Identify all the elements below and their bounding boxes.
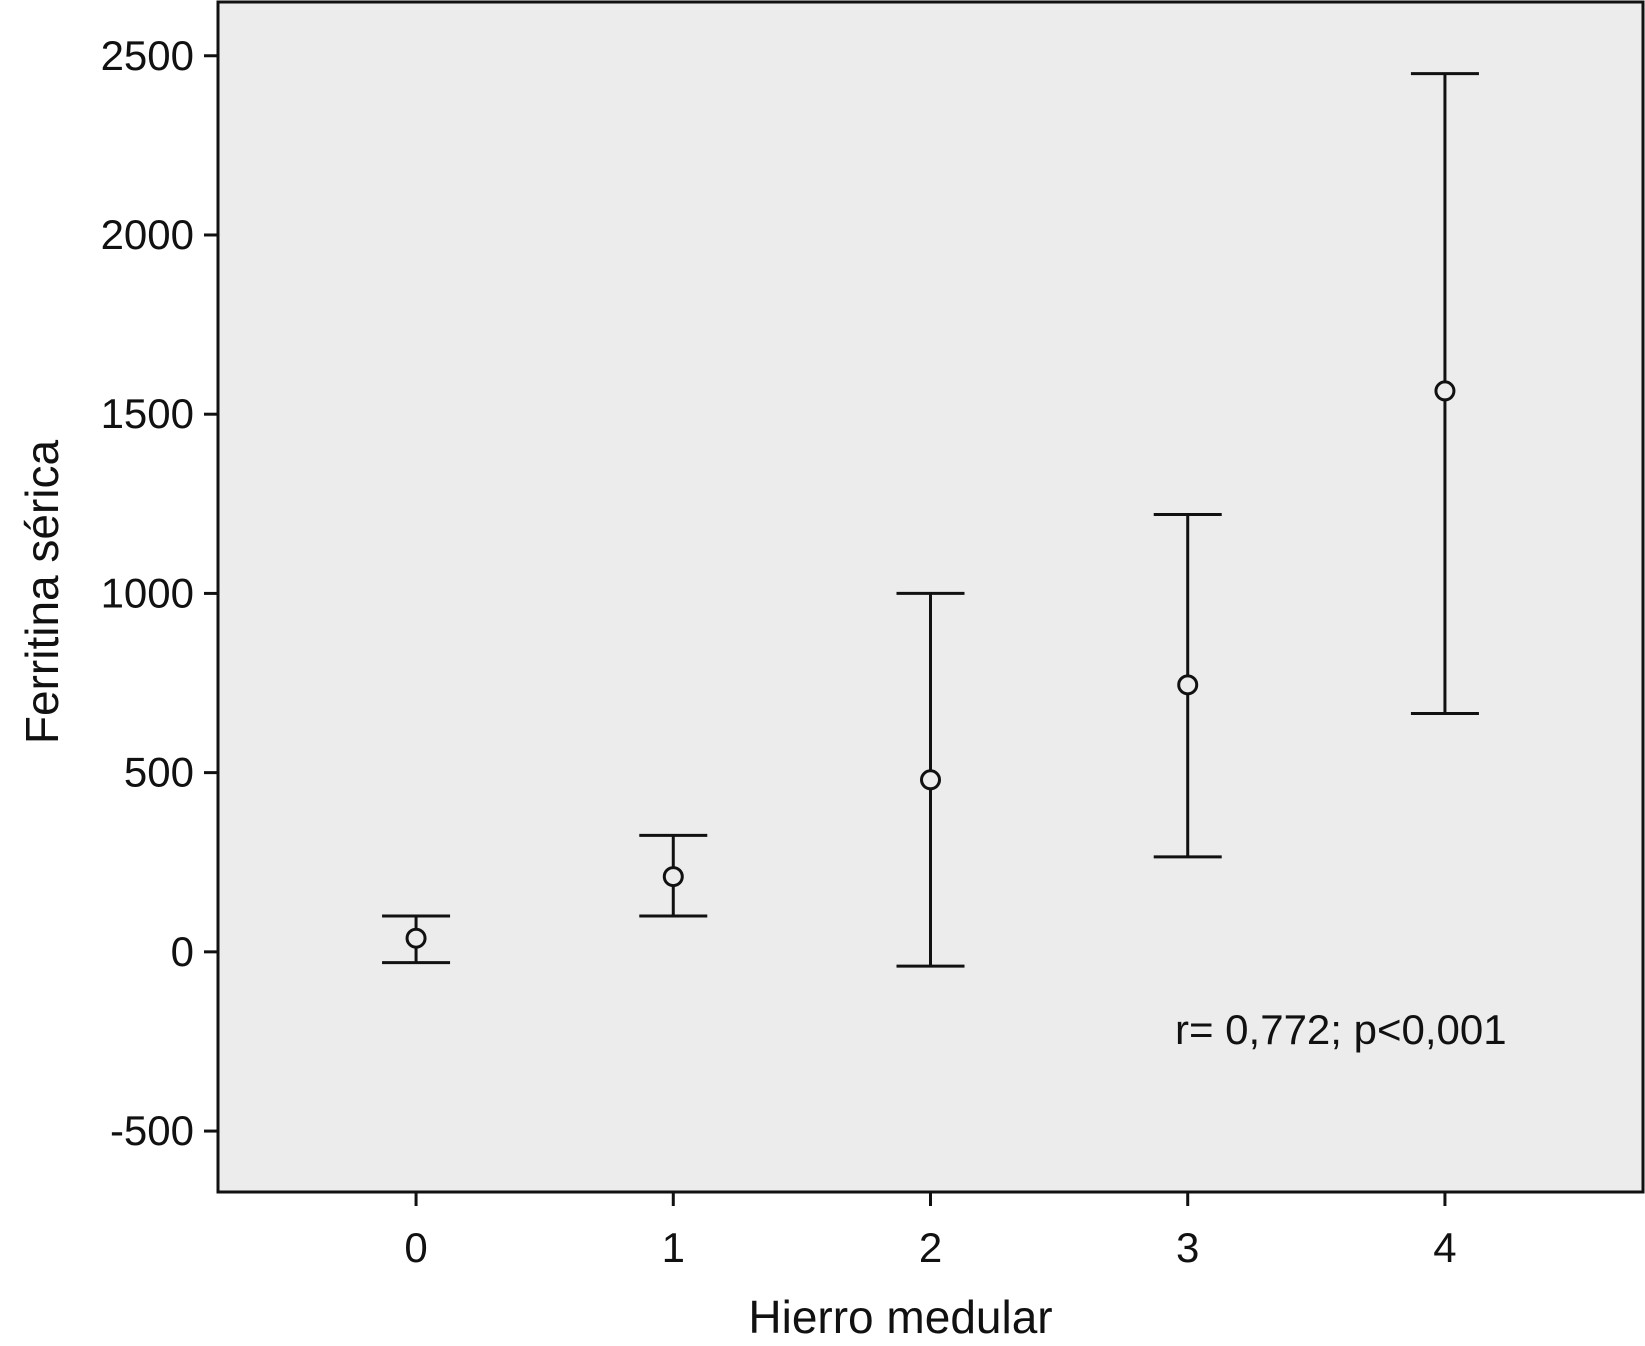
y-tick-label: -500 — [110, 1107, 194, 1154]
y-tick-label: 1000 — [101, 569, 194, 616]
correlation-annotation: r= 0,772; p<0,001 — [1175, 1006, 1507, 1053]
mean-point — [920, 769, 941, 791]
y-tick-label: 2500 — [101, 32, 194, 79]
y-tick-label: 500 — [124, 749, 194, 796]
y-tick-label: 2000 — [101, 211, 194, 258]
data-marks — [382, 72, 1479, 968]
x-tick-label: 3 — [1176, 1224, 1199, 1271]
mean-point — [1177, 674, 1199, 696]
x-tick-label: 2 — [919, 1224, 942, 1271]
y-tick-label: 1500 — [101, 390, 194, 437]
mean-point — [405, 927, 427, 949]
y-axis: -500 0 500 1000 1500 2000 2500 — [101, 32, 218, 1154]
x-axis-title: Hierro medular — [748, 1291, 1052, 1343]
y-axis-title: Ferritina sérica — [16, 439, 68, 744]
x-tick-label: 1 — [662, 1224, 685, 1271]
y-tick-label: 0 — [171, 928, 194, 975]
mean-point — [1434, 380, 1456, 402]
x-tick-label: 0 — [404, 1224, 427, 1271]
x-axis: 0 1 2 3 4 — [404, 1192, 1457, 1271]
x-tick-label: 4 — [1433, 1224, 1456, 1271]
mean-point — [662, 866, 684, 888]
